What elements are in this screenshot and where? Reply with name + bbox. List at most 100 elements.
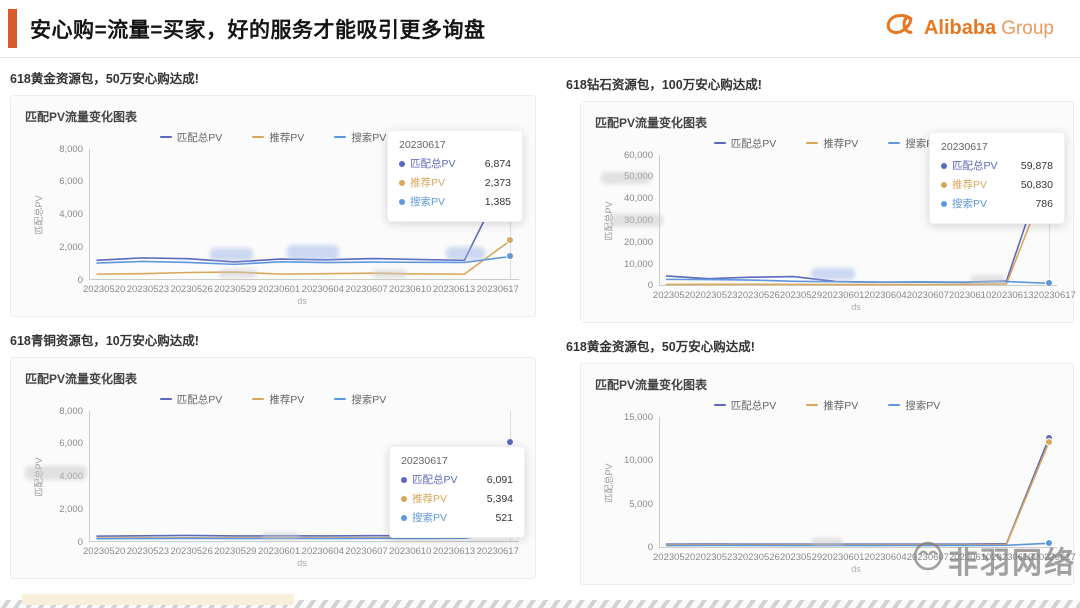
x-tick-label: 20230523 xyxy=(126,546,170,557)
tooltip-series-dot-icon xyxy=(401,514,407,521)
legend-marker-icon xyxy=(159,136,172,138)
censor-blur xyxy=(210,247,253,261)
x-axis-title: ds xyxy=(297,558,307,568)
tooltip-date: 20230617 xyxy=(941,141,988,153)
legend-item[interactable]: 匹配总PV xyxy=(159,130,223,145)
section-diamond: 618钻石资源包，100万安心购达成! 匹配PV流量变化图表 匹配总PV 推荐PV… xyxy=(540,63,1080,325)
series-end-dot xyxy=(507,237,514,244)
legend-marker-icon xyxy=(806,404,819,406)
alibaba-a-icon xyxy=(883,12,919,45)
x-tick-label: 20230617 xyxy=(476,546,519,557)
censor-blur xyxy=(810,268,855,280)
alibaba-logo: Alibaba Group xyxy=(883,12,1054,45)
tooltip-row: 推荐PV 50,830 xyxy=(941,177,1053,192)
section-caption: 618黄金资源包，50万安心购达成! xyxy=(566,340,755,354)
plot-row: 匹配总PV 15,000 10,000 5,000 0 xyxy=(595,412,1059,553)
x-tick-label: 20230617 xyxy=(476,284,519,295)
chart-title: 匹配PV流量变化图表 xyxy=(25,110,138,124)
x-tick-label: 20230610 xyxy=(389,284,432,295)
x-axis-ticks: 20230520 20230523 20230526 20230529 20230601… xyxy=(595,286,1076,302)
x-tick-label: 20230523 xyxy=(126,284,170,295)
x-tick-label: 20230529 xyxy=(779,290,823,301)
x-tick-label: 20230613 xyxy=(991,552,1034,563)
chart-plot[interactable] xyxy=(659,152,1057,287)
x-tick-label: 20230613 xyxy=(991,290,1034,301)
line-chart-svg xyxy=(660,417,1057,547)
series-end-dot xyxy=(1046,434,1053,441)
legend-item[interactable]: 搜索PV xyxy=(888,398,940,413)
legend-item[interactable]: 搜索PV xyxy=(334,392,386,407)
legend-item[interactable]: 匹配总PV xyxy=(159,392,223,407)
x-tick-label: 20230607 xyxy=(345,546,388,557)
x-tick-label: 20230529 xyxy=(779,552,823,563)
x-tick-label: 20230529 xyxy=(214,284,257,295)
legend-label: 匹配总PV xyxy=(730,399,777,412)
x-tick-label: 20230613 xyxy=(432,546,476,557)
x-axis-title: ds xyxy=(851,302,861,312)
x-tick-label: 20230520 xyxy=(83,284,126,295)
tooltip-series-dot-icon xyxy=(399,160,405,167)
legend-marker-icon xyxy=(159,398,172,400)
tooltip-series-label: 搜索PV xyxy=(952,198,988,210)
x-tick-label: 20230613 xyxy=(432,284,476,295)
censor-blur xyxy=(218,268,258,278)
chart-plot[interactable] xyxy=(89,149,519,280)
section-bronze: 618青铜资源包，10万安心购达成! 匹配PV流量变化图表 匹配总PV 推荐PV 搜… xyxy=(0,325,540,587)
x-tick-label: 20230601 xyxy=(822,552,865,563)
legend-item[interactable]: 推荐PV xyxy=(806,136,858,151)
section-caption: 618青铜资源包，10万安心购达成! xyxy=(10,334,199,348)
tooltip-date: 20230617 xyxy=(399,139,446,151)
y-axis-title: 匹配总PV xyxy=(604,462,615,503)
legend-marker-icon xyxy=(806,142,819,144)
plot-row: 匹配总PV 60,00050,00040,00030,00020,00010,0… xyxy=(595,150,1059,291)
slide-header: 安心购=流量=买家，好的服务才能吸引更多询盘 Alibaba Group xyxy=(0,0,1080,58)
tooltip-date: 20230617 xyxy=(401,455,448,467)
x-axis-title: ds xyxy=(851,564,861,574)
censor-blur xyxy=(810,537,843,546)
bottom-stripe-decoration xyxy=(0,600,1080,608)
censor-blur xyxy=(446,246,485,260)
logo-brand-text: Alibaba xyxy=(923,17,997,39)
x-tick-label: 20230610 xyxy=(948,290,992,301)
x-axis-ticks: 20230520 20230523 20230526 20230529 20230601… xyxy=(25,542,521,558)
legend-label: 推荐PV xyxy=(269,393,305,406)
tooltip-series-label: 搜索PV xyxy=(410,196,446,208)
legend-item[interactable]: 匹配总PV xyxy=(713,398,777,413)
legend-item[interactable]: 搜索PV xyxy=(334,130,386,145)
chart-title: 匹配PV流量变化图表 xyxy=(595,378,708,392)
tooltip-series-value: 1,385 xyxy=(484,195,511,208)
chart-tooltip: 20230617 匹配总PV 59,878 推荐PV 50,830 搜索PV 786 xyxy=(929,132,1065,224)
legend-label: 匹配总PV xyxy=(176,131,223,144)
chart-plot[interactable] xyxy=(659,417,1057,548)
tooltip-series-value: 59,878 xyxy=(1020,159,1053,172)
x-tick-label: 20230607 xyxy=(345,284,388,295)
chart-area: 匹配总PV 推荐PV 搜索PV 匹配总PV 60,00050,00040,00030… xyxy=(595,135,1076,313)
x-tick-label: 20230610 xyxy=(389,546,432,557)
x-tick-label: 20230523 xyxy=(695,552,738,563)
legend-label: 匹配总PV xyxy=(176,393,223,406)
legend-label: 推荐PV xyxy=(823,399,859,412)
x-tick-label: 20230520 xyxy=(653,290,696,301)
legend-item[interactable]: 匹配总PV xyxy=(713,136,776,151)
legend-marker-icon xyxy=(888,142,901,144)
censor-blur xyxy=(373,269,408,278)
chart-panel: 匹配PV流量变化图表 匹配总PV 推荐PV 搜索PV 匹配总PV 60,00050,… xyxy=(580,101,1076,323)
legend-item[interactable]: 推荐PV xyxy=(252,130,304,145)
legend-item[interactable]: 推荐PV xyxy=(806,398,858,413)
x-tick-label: 20230604 xyxy=(864,552,907,563)
legend-marker-icon xyxy=(252,398,265,400)
censor-blur xyxy=(261,531,301,540)
x-tick-label: 20230607 xyxy=(906,552,949,563)
legend-label: 搜索PV xyxy=(905,399,941,412)
x-axis-ticks: 20230520 20230523 20230526 20230529 20230601… xyxy=(25,280,521,296)
series-end-dot xyxy=(1046,439,1053,446)
legend-item[interactable]: 推荐PV xyxy=(252,392,304,407)
x-tick-label: 20230607 xyxy=(906,290,949,301)
censor-blur xyxy=(601,172,651,184)
x-tick-label: 20230520 xyxy=(83,546,126,557)
x-tick-label: 20230610 xyxy=(948,552,992,563)
